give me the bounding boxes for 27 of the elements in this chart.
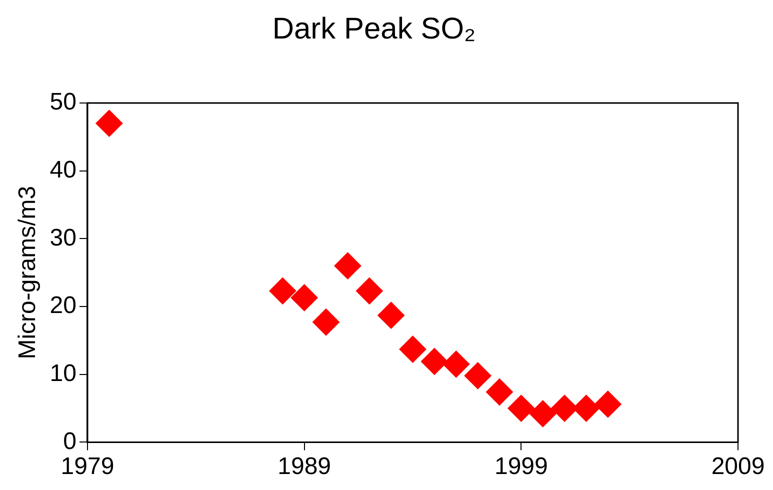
y-tick-label: 30	[50, 224, 76, 252]
y-axis-title: Micro-grams/m3	[14, 186, 42, 360]
point	[529, 400, 556, 428]
point	[399, 336, 426, 363]
point	[96, 110, 123, 137]
point	[356, 277, 383, 304]
point	[594, 390, 622, 418]
chart-title: Dark Peak SO₂	[272, 12, 476, 46]
x-tick-label: 1979	[60, 453, 114, 480]
point	[464, 362, 492, 390]
point	[508, 394, 535, 422]
y-tick-label: 0	[63, 428, 76, 455]
point	[420, 348, 448, 375]
x-tick-label: 1989	[278, 453, 332, 480]
point	[334, 252, 362, 280]
point	[269, 277, 296, 304]
point	[312, 308, 340, 336]
point	[486, 378, 513, 406]
x-tick-label: 1999	[494, 453, 548, 480]
point	[378, 302, 405, 329]
point	[442, 350, 470, 378]
y-tick-label: 50	[50, 88, 76, 116]
point	[290, 284, 318, 312]
y-tick-label: 10	[50, 360, 76, 387]
y-tick-label: 20	[50, 292, 76, 320]
y-tick-label: 40	[50, 156, 76, 184]
x-tick-label: 2009	[711, 453, 765, 480]
